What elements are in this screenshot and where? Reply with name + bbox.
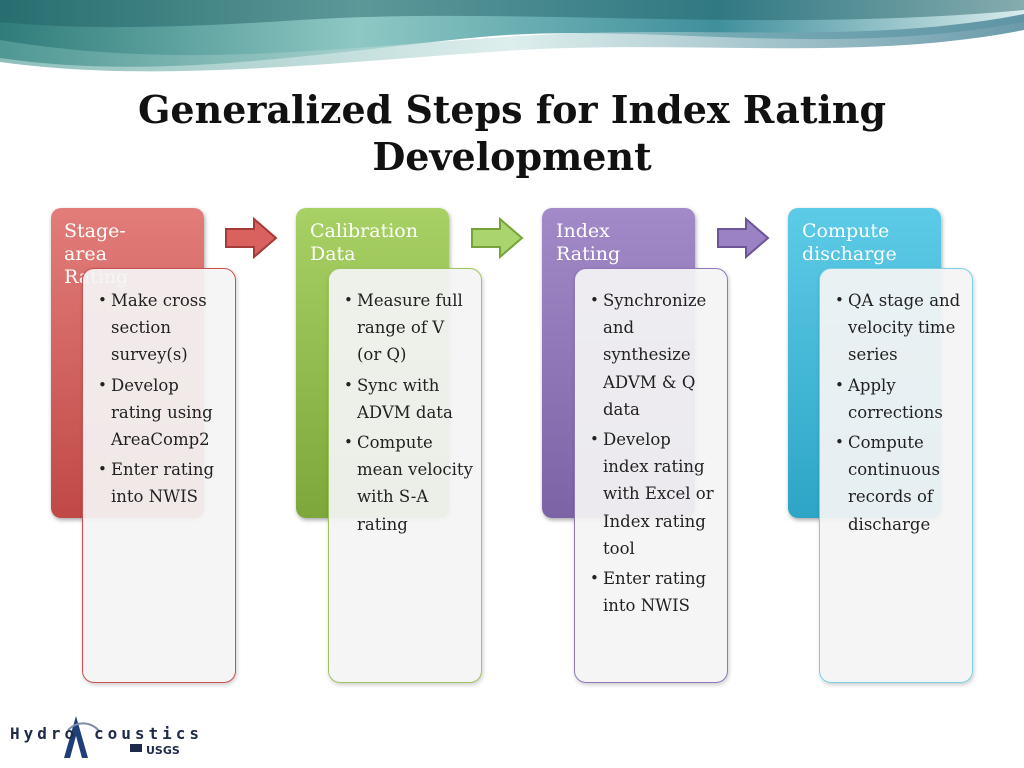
bullet-item: Enter rating into NWIS — [590, 565, 719, 619]
bullet-item: Compute continuous records of discharge — [835, 429, 964, 538]
slide-title: Generalized Steps for Index Rating Devel… — [0, 86, 1024, 180]
bullet-item: Synchronize and synthesize ADVM & Q data — [590, 287, 719, 423]
step-bullet-list: Synchronize and synthesize ADVM & Q data… — [575, 269, 727, 619]
slide-title-line-2: Development — [372, 134, 652, 179]
bullet-item: Develop rating using AreaComp2 — [98, 372, 227, 454]
right-arrow-icon — [225, 217, 278, 259]
step-header-line-2: discharge — [802, 243, 897, 265]
step-detail-box: Synchronize and synthesize ADVM & Q data… — [574, 268, 728, 683]
step-header-line-2: Rating — [556, 243, 621, 265]
bullet-item: Sync with ADVM data — [344, 372, 473, 426]
bullet-item: Enter rating into NWIS — [98, 456, 227, 510]
slide-title-line-1: Generalized Steps for Index Rating — [137, 87, 887, 132]
bullet-item: Develop index rating with Excel or Index… — [590, 426, 719, 562]
bullet-item: Apply corrections — [835, 372, 964, 426]
step-header-label: Index Rating — [556, 220, 620, 266]
step-header-line-1: Stage-area — [64, 220, 126, 265]
step-bullet-list: Measure full range of V (or Q) Sync with… — [329, 269, 481, 538]
step-header-line-2: Data — [310, 243, 356, 265]
right-arrow-icon — [471, 217, 524, 259]
bullet-item: Compute mean velocity with S-A rating — [344, 429, 473, 538]
step-header-line-1: Index — [556, 220, 610, 242]
logo-text-left: Hydro — [10, 724, 79, 743]
step-bullet-list: QA stage and velocity time series Apply … — [820, 269, 972, 538]
bullet-item: QA stage and velocity time series — [835, 287, 964, 369]
step-detail-box: Measure full range of V (or Q) Sync with… — [328, 268, 482, 683]
logo-text-right: coustics — [94, 724, 204, 743]
right-arrow-icon — [717, 217, 770, 259]
hydroacoustics-logo-icon — [64, 716, 142, 758]
step-header-label: Calibration Data — [310, 220, 418, 266]
usgs-logo-text: USGS — [146, 744, 180, 757]
step-header-label: Compute discharge — [802, 220, 897, 266]
step-header-line-1: Compute — [802, 220, 890, 242]
step-header-line-1: Calibration — [310, 220, 418, 242]
header-wave-banner — [0, 0, 1024, 80]
bullet-item: Make cross section survey(s) — [98, 287, 227, 369]
step-detail-box: Make cross section survey(s) Develop rat… — [82, 268, 236, 683]
step-bullet-list: Make cross section survey(s) Develop rat… — [83, 269, 235, 511]
step-detail-box: QA stage and velocity time series Apply … — [819, 268, 973, 683]
bullet-item: Measure full range of V (or Q) — [344, 287, 473, 369]
